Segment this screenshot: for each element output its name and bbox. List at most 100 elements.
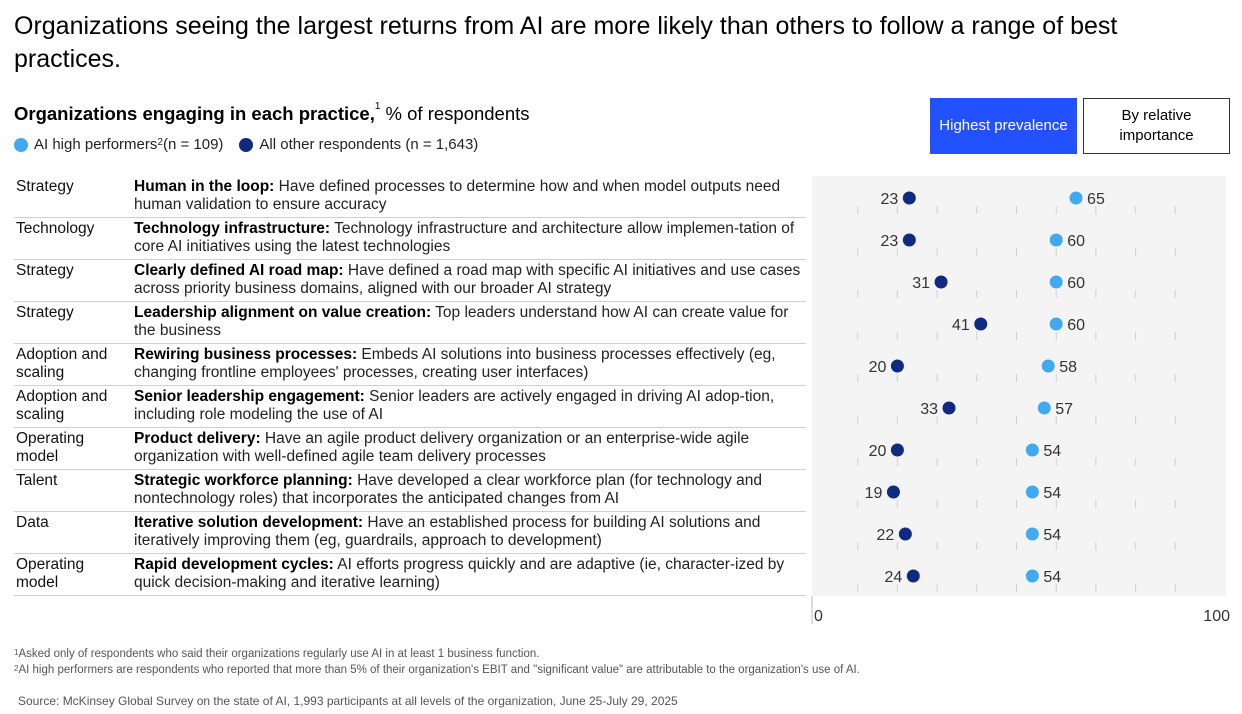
data-label-other-respondents: 41 bbox=[952, 317, 970, 334]
dot-high-performers bbox=[1025, 485, 1039, 499]
practice-row: Strategy Leadership alignment on value cr… bbox=[14, 302, 806, 344]
dot-high-performers bbox=[1049, 317, 1063, 331]
data-label-other-respondents: 23 bbox=[881, 233, 899, 250]
data-label-high-performers: 54 bbox=[1043, 527, 1061, 544]
dot-other-respondents bbox=[902, 233, 916, 247]
practice-text: Have an agile product delivery organizat… bbox=[134, 430, 750, 465]
practice-text: Have developed a clear workforce plan (f… bbox=[134, 472, 763, 507]
subtitle-footnote-mark: 1 bbox=[374, 101, 381, 112]
legend-item-others: All other respondents (n = 1,643) bbox=[239, 136, 478, 153]
dot-other-respondents bbox=[974, 317, 988, 331]
practice-text: Senior leaders are actively engaged in d… bbox=[134, 388, 775, 423]
dot-high-performers bbox=[1049, 233, 1063, 247]
x-tick-label: 0 bbox=[814, 608, 823, 625]
dot-high-performers bbox=[1069, 191, 1083, 205]
chart-title: Organizations seeing the largest returns… bbox=[14, 12, 1118, 73]
chart-subtitle: Organizations engaging in each practice,… bbox=[14, 101, 530, 125]
practice-title: Technology infrastructure: bbox=[134, 220, 331, 237]
dot-other-respondents bbox=[942, 401, 956, 415]
dot-high-performers bbox=[1025, 443, 1039, 457]
practice-category: Operating model bbox=[16, 430, 85, 465]
practice-description: Rapid development cycles: AI efforts pro… bbox=[134, 556, 804, 592]
practice-title: Clearly defined AI road map: bbox=[134, 262, 344, 279]
data-label-other-respondents: 22 bbox=[877, 527, 895, 544]
practice-text: Technology infrastructure and architectu… bbox=[134, 220, 795, 255]
data-label-high-performers: 60 bbox=[1067, 233, 1085, 250]
footnote-1-mark: 1 bbox=[14, 648, 19, 657]
footnote-2-mark: 2 bbox=[14, 664, 19, 673]
practice-title: Human in the loop: bbox=[134, 178, 275, 195]
practice-row: Operating model Rapid development cycles:… bbox=[14, 554, 806, 596]
legend-dot-others bbox=[239, 137, 254, 152]
practice-description: Strategic workforce planning: Have devel… bbox=[134, 472, 804, 508]
dot-other-respondents bbox=[906, 569, 920, 583]
practice-row: Adoption and scaling Rewiring business pr… bbox=[14, 344, 806, 386]
practice-description: Human in the loop: Have defined processe… bbox=[134, 178, 804, 214]
data-label-other-respondents: 19 bbox=[865, 485, 883, 502]
data-label-high-performers: 60 bbox=[1067, 317, 1085, 334]
practice-text: Have an established process for building… bbox=[134, 514, 761, 549]
practice-title: Product delivery: bbox=[134, 430, 261, 447]
data-label-other-respondents: 20 bbox=[869, 359, 887, 376]
data-label-other-respondents: 33 bbox=[920, 401, 938, 418]
data-label-high-performers: 54 bbox=[1043, 569, 1061, 586]
highest-prevalence-button[interactable]: Highest prevalence bbox=[930, 98, 1077, 154]
dot-other-respondents bbox=[898, 527, 912, 541]
practice-description: Iterative solution development: Have an … bbox=[134, 514, 804, 550]
practice-category: Adoption and scaling bbox=[16, 346, 108, 381]
practice-text: Have defined processes to determine how … bbox=[134, 178, 781, 213]
data-label-other-respondents: 20 bbox=[869, 443, 887, 460]
dot-other-respondents bbox=[934, 275, 948, 289]
practice-category: Strategy bbox=[16, 262, 74, 279]
data-label-other-respondents: 23 bbox=[881, 191, 899, 208]
legend-label-others: All other respondents (n = 1,643) bbox=[259, 136, 479, 153]
practice-description: Leadership alignment on value creation: … bbox=[134, 304, 804, 340]
practice-description: Product delivery: Have an agile product … bbox=[134, 430, 804, 466]
data-label-high-performers: 54 bbox=[1043, 485, 1061, 502]
practice-category: Strategy bbox=[16, 178, 74, 195]
legend-label-high-performers: AI high performers bbox=[34, 136, 158, 153]
practice-title: Senior leadership engagement: bbox=[134, 388, 365, 405]
practice-text: Top leaders understand how AI can create… bbox=[134, 304, 789, 339]
footnote-1: 1Asked only of respondents who said thei… bbox=[14, 648, 539, 660]
practice-title: Strategic workforce planning: bbox=[134, 472, 353, 489]
practice-row: Adoption and scaling Senior leadership en… bbox=[14, 386, 806, 428]
data-label-high-performers: 65 bbox=[1087, 191, 1105, 208]
legend-item-high-performers: AI high performers 2 (n = 109) bbox=[14, 136, 223, 153]
practice-category: Strategy bbox=[16, 304, 74, 321]
footnote-2: 2AI high performers are respondents who … bbox=[14, 664, 860, 676]
practice-category: Data bbox=[16, 514, 49, 531]
practice-title: Iterative solution development: bbox=[134, 514, 364, 531]
practice-text: Have defined a road map with specific AI… bbox=[134, 262, 801, 297]
data-label-high-performers: 54 bbox=[1043, 443, 1061, 460]
practice-row: Operating model Product delivery: Have an… bbox=[14, 428, 806, 470]
practice-category: Technology bbox=[16, 220, 95, 237]
dot-other-respondents bbox=[902, 191, 916, 205]
x-tick-label: 100 bbox=[1203, 608, 1230, 625]
data-label-high-performers: 58 bbox=[1059, 359, 1077, 376]
practice-text: AI efforts progress quickly and are adap… bbox=[134, 556, 785, 591]
practice-row: Talent Strategic workforce planning: Have… bbox=[14, 470, 806, 512]
legend-footnote-mark: 2 bbox=[157, 137, 163, 148]
practice-title: Leadership alignment on value creation: bbox=[134, 304, 432, 321]
dot-other-respondents bbox=[886, 485, 900, 499]
practice-row: Data Iterative solution development: Have… bbox=[14, 512, 806, 554]
practice-category: Operating model bbox=[16, 556, 85, 591]
practice-text: Embeds AI solutions into business proces… bbox=[134, 346, 776, 381]
relative-importance-button[interactable]: By relative importance bbox=[1083, 98, 1230, 154]
practice-description: Technology infrastructure: Technology in… bbox=[134, 220, 804, 256]
plot-background bbox=[812, 176, 1226, 596]
subtitle-rest: % of respondents bbox=[380, 103, 530, 124]
dot-high-performers bbox=[1037, 401, 1051, 415]
practice-row: Strategy Human in the loop: Have defined … bbox=[14, 176, 806, 218]
data-label-high-performers: 60 bbox=[1067, 275, 1085, 292]
practice-title: Rewiring business processes: bbox=[134, 346, 358, 363]
practice-title: Rapid development cycles: bbox=[134, 556, 334, 573]
legend: AI high performers 2 (n = 109) All other … bbox=[14, 136, 494, 153]
dot-high-performers bbox=[1041, 359, 1055, 373]
data-label-high-performers: 57 bbox=[1055, 401, 1073, 418]
source-note: Source: McKinsey Global Survey on the st… bbox=[18, 694, 678, 708]
dot-high-performers bbox=[1025, 527, 1039, 541]
practice-description: Senior leadership engagement: Senior lea… bbox=[134, 388, 804, 424]
